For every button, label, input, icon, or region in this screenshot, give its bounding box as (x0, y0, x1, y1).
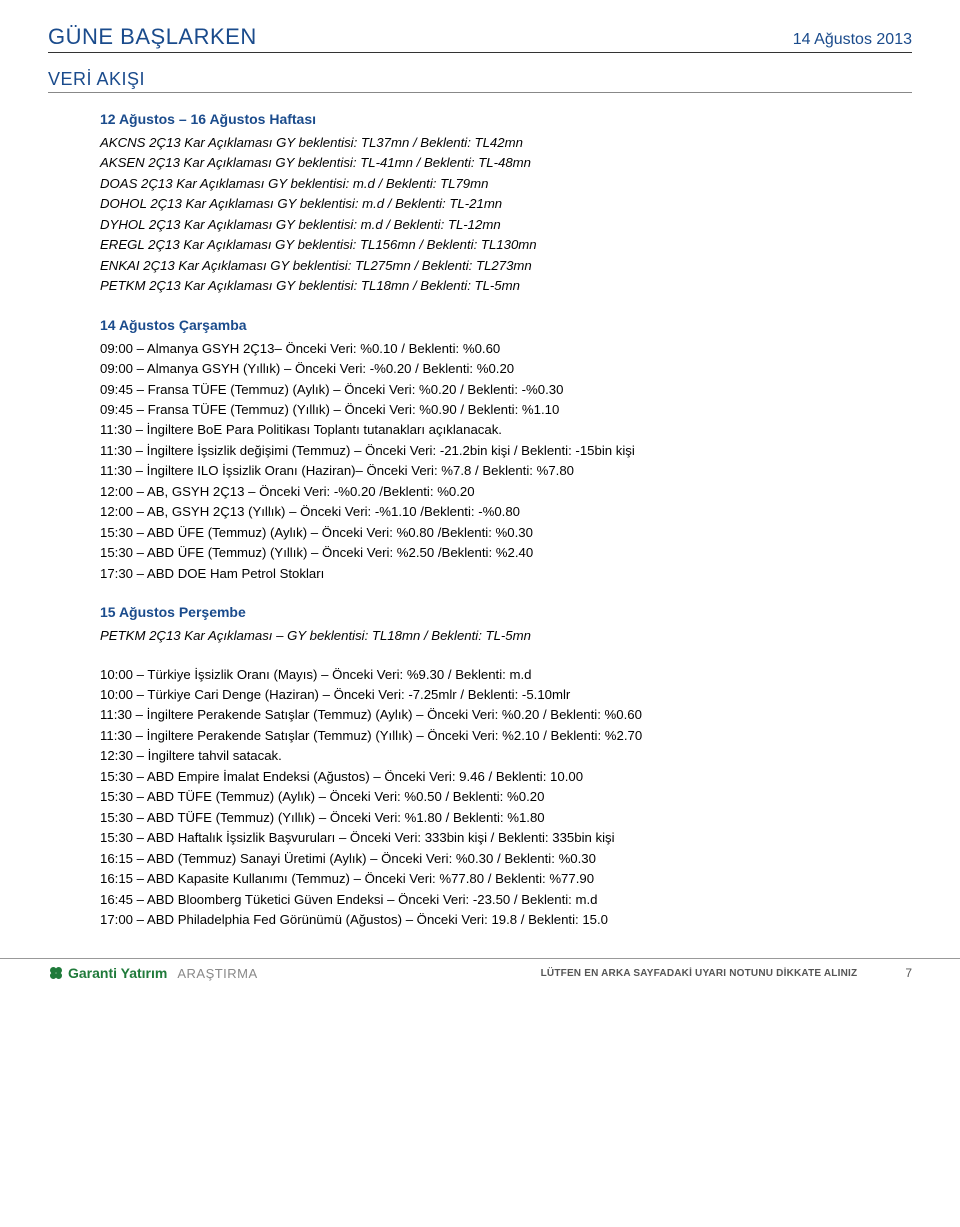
list-item: DOAS 2Ç13 Kar Açıklaması GY beklentisi: … (100, 174, 912, 194)
list-item: 12:00 – AB, GSYH 2Ç13 – Önceki Veri: -%0… (100, 482, 912, 502)
list-item: 09:45 – Fransa TÜFE (Temmuz) (Aylık) – Ö… (100, 380, 912, 400)
list-item: 15:30 – ABD Empire İmalat Endeksi (Ağust… (100, 767, 912, 787)
header-rule (48, 52, 912, 53)
list-item: 15:30 – ABD Haftalık İşsizlik Başvurular… (100, 828, 912, 848)
logo-text: Garanti Yatırım (68, 965, 167, 981)
thursday-petkm: PETKM 2Ç13 Kar Açıklaması – GY beklentis… (100, 626, 912, 646)
list-item: 11:30 – İngiltere ILO İşsizlik Oranı (Ha… (100, 461, 912, 481)
list-item: 17:30 – ABD DOE Ham Petrol Stokları (100, 564, 912, 584)
list-item: 16:15 – ABD (Temmuz) Sanayi Üretimi (Ayl… (100, 849, 912, 869)
thursday-block: 15 Ağustos Perşembe PETKM 2Ç13 Kar Açıkl… (100, 604, 912, 930)
list-item: 15:30 – ABD ÜFE (Temmuz) (Aylık) – Öncek… (100, 523, 912, 543)
clover-icon (48, 965, 64, 981)
list-item: 16:45 – ABD Bloomberg Tüketici Güven End… (100, 890, 912, 910)
week-head: 12 Ağustos – 16 Ağustos Haftası (100, 111, 912, 127)
section-rule (48, 92, 912, 93)
list-item: DYHOL 2Ç13 Kar Açıklaması GY beklentisi:… (100, 215, 912, 235)
list-item: 11:30 – İngiltere Perakende Satışlar (Te… (100, 705, 912, 725)
footer-right: LÜTFEN EN ARKA SAYFADAKİ UYARI NOTUNU Dİ… (541, 966, 912, 980)
list-item: 12:00 – AB, GSYH 2Ç13 (Yıllık) – Önceki … (100, 502, 912, 522)
content-body: 12 Ağustos – 16 Ağustos Haftası AKCNS 2Ç… (48, 111, 912, 930)
footer-disclaimer: LÜTFEN EN ARKA SAYFADAKİ UYARI NOTUNU Dİ… (541, 968, 858, 979)
wednesday-head: 14 Ağustos Çarşamba (100, 317, 912, 333)
footer-arastirma: ARAŞTIRMA (177, 966, 257, 981)
brand-logo: Garanti Yatırım (48, 965, 167, 981)
list-item: ENKAI 2Ç13 Kar Açıklaması GY beklentisi:… (100, 256, 912, 276)
list-item: 11:30 – İngiltere İşsizlik değişimi (Tem… (100, 441, 912, 461)
page-footer: Garanti Yatırım ARAŞTIRMA LÜTFEN EN ARKA… (0, 958, 960, 991)
list-item: 17:00 – ABD Philadelphia Fed Görünümü (A… (100, 910, 912, 930)
list-item: 11:30 – İngiltere BoE Para Politikası To… (100, 420, 912, 440)
footer-left: Garanti Yatırım ARAŞTIRMA (48, 965, 258, 981)
page-number: 7 (905, 966, 912, 980)
list-item: 10:00 – Türkiye Cari Denge (Haziran) – Ö… (100, 685, 912, 705)
list-item: 09:45 – Fransa TÜFE (Temmuz) (Yıllık) – … (100, 400, 912, 420)
list-item: EREGL 2Ç13 Kar Açıklaması GY beklentisi:… (100, 235, 912, 255)
list-item: 11:30 – İngiltere Perakende Satışlar (Te… (100, 726, 912, 746)
list-item: AKSEN 2Ç13 Kar Açıklaması GY beklentisi:… (100, 153, 912, 173)
week-block: 12 Ağustos – 16 Ağustos Haftası AKCNS 2Ç… (100, 111, 912, 297)
list-item: AKCNS 2Ç13 Kar Açıklaması GY beklentisi:… (100, 133, 912, 153)
wednesday-block: 14 Ağustos Çarşamba 09:00 – Almanya GSYH… (100, 317, 912, 584)
list-item: 12:30 – İngiltere tahvil satacak. (100, 746, 912, 766)
list-item: PETKM 2Ç13 Kar Açıklaması GY beklentisi:… (100, 276, 912, 296)
list-item: 15:30 – ABD TÜFE (Temmuz) (Yıllık) – Önc… (100, 808, 912, 828)
header-date: 14 Ağustos 2013 (793, 31, 912, 49)
section-title: VERİ AKIŞI (48, 69, 912, 90)
list-item: 15:30 – ABD ÜFE (Temmuz) (Yıllık) – Önce… (100, 543, 912, 563)
list-item: 09:00 – Almanya GSYH (Yıllık) – Önceki V… (100, 359, 912, 379)
page-header: GÜNE BAŞLARKEN 14 Ağustos 2013 (48, 24, 912, 50)
thursday-head: 15 Ağustos Perşembe (100, 604, 912, 620)
list-item: 09:00 – Almanya GSYH 2Ç13– Önceki Veri: … (100, 339, 912, 359)
header-title: GÜNE BAŞLARKEN (48, 24, 257, 50)
list-item: 10:00 – Türkiye İşsizlik Oranı (Mayıs) –… (100, 665, 912, 685)
list-item: DOHOL 2Ç13 Kar Açıklaması GY beklentisi:… (100, 194, 912, 214)
list-item: 16:15 – ABD Kapasite Kullanımı (Temmuz) … (100, 869, 912, 889)
list-item: 15:30 – ABD TÜFE (Temmuz) (Aylık) – Önce… (100, 787, 912, 807)
